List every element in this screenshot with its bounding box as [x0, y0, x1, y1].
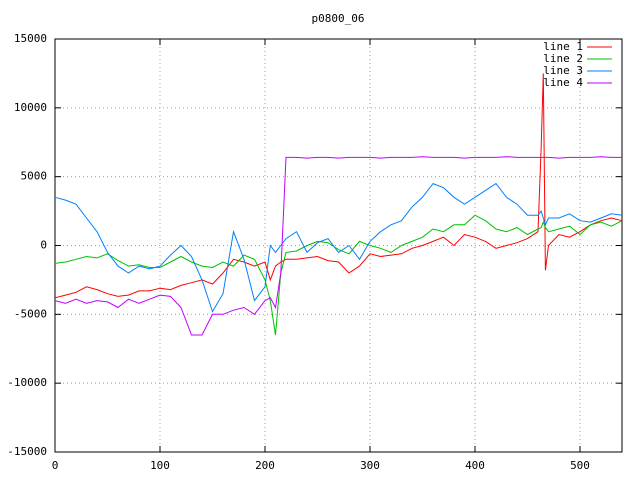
legend-label: line 2 [543, 52, 583, 65]
y-tick-label: -15000 [7, 445, 47, 458]
plot-border [54, 38, 623, 453]
data-line [54, 156, 622, 336]
y-tick-label: 5000 [21, 170, 48, 183]
chart-title: p0800_06 [312, 12, 365, 25]
data-line [54, 214, 623, 336]
x-tick-label: 500 [570, 459, 590, 472]
y-tick-label: 0 [40, 239, 47, 252]
x-tick-label: 100 [150, 459, 170, 472]
x-tick-label: 400 [465, 459, 485, 472]
x-tick-label: 200 [255, 459, 275, 472]
data-line [54, 73, 623, 299]
data-line [54, 182, 623, 313]
y-tick-label: -10000 [7, 376, 47, 389]
legend-label: line 3 [543, 64, 583, 77]
legend-label: line 4 [543, 76, 583, 89]
x-tick-label: 0 [52, 459, 59, 472]
y-tick-label: -5000 [14, 307, 47, 320]
legend-label: line 1 [543, 40, 583, 53]
y-tick-label: 10000 [14, 101, 47, 114]
y-tick-label: 15000 [14, 32, 47, 45]
x-tick-label: 300 [360, 459, 380, 472]
